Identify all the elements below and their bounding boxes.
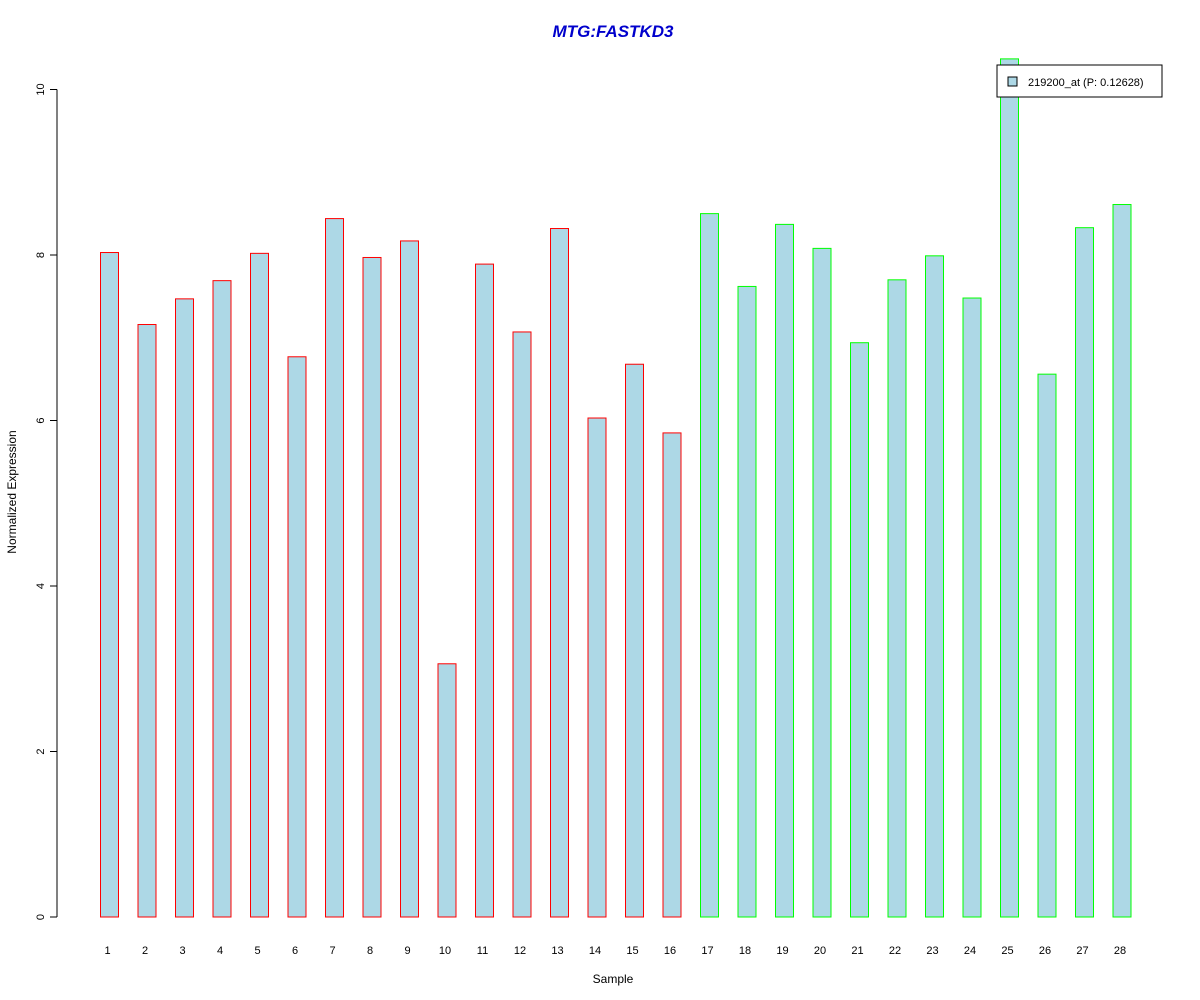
bar-sample-2 (137, 324, 157, 918)
bar-sample-6 (287, 356, 307, 918)
bars (100, 58, 1132, 918)
y-axis-label: Normalized Expression (5, 430, 19, 553)
bar-sample-27 (1075, 227, 1094, 918)
bar-sample-26 (1037, 373, 1057, 918)
y-tick-label: 8 (35, 252, 47, 258)
bar-sample-8 (362, 256, 382, 918)
bar-sample-10 (437, 663, 457, 918)
x-tick-label: 14 (589, 945, 601, 957)
x-tick-label: 7 (329, 945, 335, 957)
bar-sample-12 (512, 331, 532, 918)
bar-sample-22 (887, 279, 907, 918)
y-tick-label: 10 (35, 83, 47, 95)
legend-box (996, 64, 1163, 98)
x-axis-label: Sample (593, 972, 634, 986)
x-tick-label: 20 (814, 945, 826, 957)
legend-label: 219200_at (P: 0.12628) (1028, 77, 1144, 89)
x-tick-label: 27 (1076, 945, 1088, 957)
bar-sample-7 (325, 218, 344, 918)
x-tick-label: 8 (367, 945, 373, 957)
legend: 219200_at (P: 0.12628) (996, 64, 1163, 98)
bar-sample-3 (175, 298, 194, 918)
x-tick-label: 11 (477, 945, 488, 957)
bar-sample-9 (400, 240, 419, 918)
x-tick-label: 15 (626, 945, 638, 957)
x-tick-label: 18 (739, 945, 751, 957)
bar-sample-24 (962, 297, 982, 918)
bar-sample-17 (700, 213, 719, 918)
x-tick-label: 5 (254, 945, 260, 957)
y-tick-label: 2 (35, 748, 47, 754)
bar-sample-1 (100, 252, 119, 918)
x-tick-label: 26 (1039, 945, 1051, 957)
y-axis: 0 2 4 6 8 10 (35, 83, 58, 920)
bar-sample-25 (1000, 58, 1019, 918)
bar-sample-21 (850, 342, 869, 918)
legend-swatch (1007, 76, 1018, 87)
bar-sample-18 (737, 285, 757, 918)
x-tick-label: 9 (404, 945, 410, 957)
bar-sample-20 (812, 247, 832, 918)
bar-sample-16 (662, 432, 682, 918)
x-tick-label: 28 (1114, 945, 1126, 957)
bar-sample-28 (1112, 204, 1132, 918)
x-tick-label: 1 (104, 945, 110, 957)
bar-sample-11 (475, 263, 494, 918)
x-tick-label: 13 (551, 945, 563, 957)
x-tick-label: 24 (964, 945, 976, 957)
x-tick-label: 3 (179, 945, 185, 957)
x-tick-label: 16 (664, 945, 676, 957)
x-tick-label: 6 (292, 945, 298, 957)
x-tick-label: 10 (439, 945, 451, 957)
x-tick-label: 12 (514, 945, 526, 957)
y-tick-label: 4 (35, 583, 47, 589)
x-tick-label: 4 (217, 945, 223, 957)
x-tick-label: 21 (851, 945, 863, 957)
y-tick-label: 6 (35, 417, 47, 423)
bar-sample-23 (925, 255, 944, 918)
bar-sample-15 (625, 363, 644, 918)
x-tick-labels: 1 2 3 4 5 6 7 8 9 10 11 12 13 14 15 16 17 18 19 20 21 22 23 24 2… (104, 945, 1126, 957)
x-tick-label: 17 (701, 945, 713, 957)
chart-title: MTG:FASTKD3 (553, 22, 674, 41)
x-tick-label: 23 (926, 945, 938, 957)
bar-sample-4 (212, 280, 232, 918)
bar-sample-13 (550, 228, 569, 918)
x-tick-label: 19 (776, 945, 788, 957)
x-tick-label: 2 (142, 945, 148, 957)
bar-sample-14 (587, 417, 607, 918)
x-tick-label: 22 (889, 945, 901, 957)
y-tick-label: 0 (35, 914, 47, 920)
x-tick-label: 25 (1001, 945, 1013, 957)
bar-sample-5 (250, 252, 269, 918)
bar-sample-19 (775, 223, 794, 918)
